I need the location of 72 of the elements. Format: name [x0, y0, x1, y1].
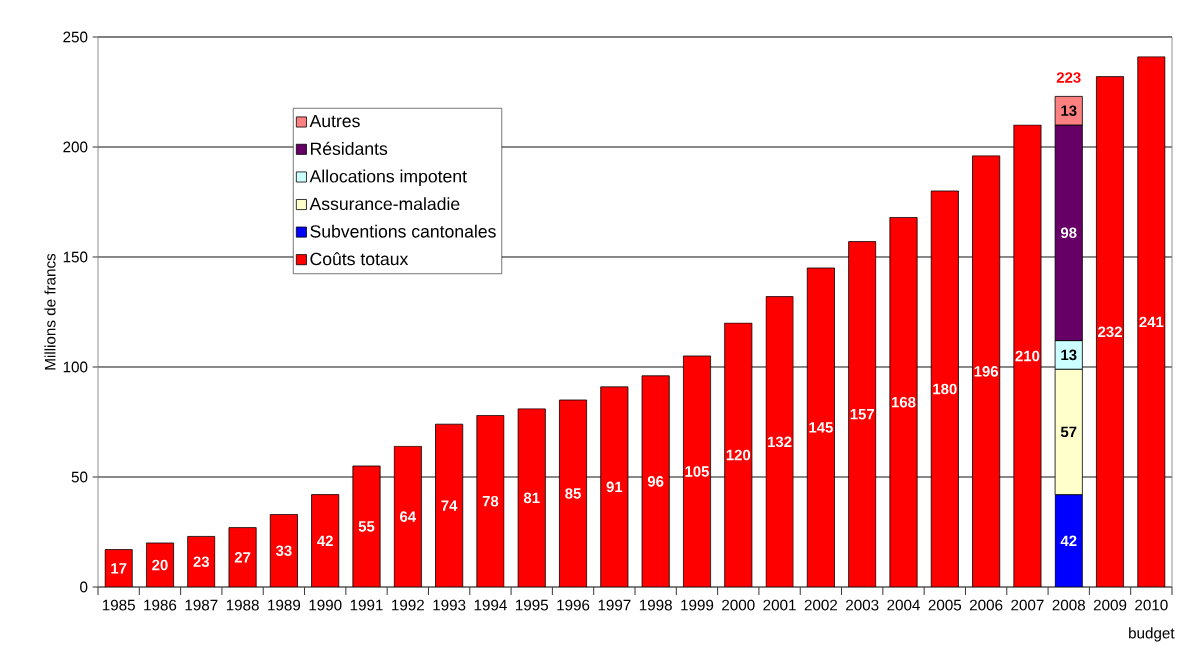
x-tick-label: 2001 — [763, 599, 796, 611]
data-label: 42 — [1060, 535, 1077, 547]
legend-label: Assurance-maladie — [309, 197, 460, 211]
x-tick-label: 2003 — [846, 599, 879, 611]
total-label: 223 — [1056, 72, 1081, 83]
data-label: 13 — [1061, 105, 1077, 116]
x-tick-label: 1995 — [515, 599, 548, 611]
x-tick-label: 1985 — [102, 599, 135, 611]
x-tick-label: 1988 — [226, 599, 259, 611]
y-tick-label: 0 — [80, 581, 88, 593]
x-tick-label: 1986 — [144, 599, 177, 611]
x-tick-label: 2010 budget — [1129, 599, 1175, 642]
data-label: 98 — [1060, 227, 1077, 239]
data-label: 57 — [1060, 426, 1077, 438]
bar — [269, 514, 298, 587]
data-label: 157 — [850, 409, 874, 420]
data-label: 78 — [482, 495, 499, 507]
data-label: 91 — [606, 481, 623, 493]
x-tick-label: 2007 — [1011, 599, 1044, 611]
data-label: 210 — [1015, 350, 1040, 362]
data-label: 17 — [111, 563, 127, 574]
x-tick-label: 2002 — [804, 599, 838, 611]
legend-label: Subventions cantonales — [310, 224, 496, 238]
data-label: 132 — [768, 436, 792, 448]
data-label: 13 — [1061, 349, 1077, 361]
data-label: 20 — [152, 559, 168, 571]
data-label: 168 — [891, 396, 916, 408]
legend-label: Allocations impotent — [309, 169, 467, 187]
data-label: 180 — [933, 383, 957, 395]
x-tick-label: 2009 — [1093, 599, 1127, 611]
data-label: 27 — [234, 552, 251, 563]
x-tick-label: 1990 — [309, 599, 342, 611]
x-tick-label: 1992 — [392, 599, 424, 611]
data-label: 55 — [358, 521, 375, 532]
data-label: 96 — [647, 476, 664, 487]
x-tick-label: 1999 — [681, 599, 714, 611]
x-tick-label: 1997 — [598, 599, 631, 611]
y-tick-label: 150 — [63, 251, 88, 263]
data-label: 196 — [974, 366, 999, 377]
data-label: 33 — [275, 545, 292, 556]
legend-label: Résidants — [310, 141, 388, 155]
y-tick-label: 50 — [71, 471, 88, 483]
data-label: 81 — [523, 492, 540, 504]
x-tick-label: 2000 — [722, 599, 755, 611]
data-label: 85 — [565, 488, 581, 499]
legend-label: Autres — [309, 114, 360, 128]
data-label: 241 — [1139, 316, 1164, 328]
x-tick-label: 1993 — [433, 599, 466, 611]
x-tick-label: 2004 — [887, 599, 920, 611]
bar — [311, 494, 340, 587]
data-label: 145 — [809, 422, 833, 433]
x-tick-label: 2008 — [1052, 599, 1085, 611]
x-tick-label: 1991 — [350, 599, 383, 611]
x-tick-label: 2005 — [928, 599, 962, 611]
data-label: 74 — [441, 500, 458, 511]
y-tick-label: 250 — [63, 31, 88, 43]
data-label: 23 — [193, 556, 210, 567]
data-label: 42 — [317, 535, 333, 547]
x-tick-label: 1989 — [268, 599, 301, 611]
x-tick-label: 1987 — [185, 599, 218, 611]
data-label: 105 — [685, 466, 709, 477]
x-tick-label: 2006 — [969, 599, 1003, 611]
x-tick-label: 1998 — [639, 599, 672, 611]
data-label: 64 — [400, 511, 417, 522]
data-label: 232 — [1098, 326, 1122, 338]
legend-label: Coûts totaux — [310, 252, 409, 266]
y-tick-label: 200 — [63, 141, 88, 153]
x-tick-label: 1996 — [557, 599, 590, 611]
y-axis-title: Millions de francs — [44, 253, 56, 370]
y-tick-label: 100 — [63, 361, 88, 373]
x-tick-label: 1994 — [474, 599, 507, 611]
data-label: 120 — [726, 449, 751, 461]
